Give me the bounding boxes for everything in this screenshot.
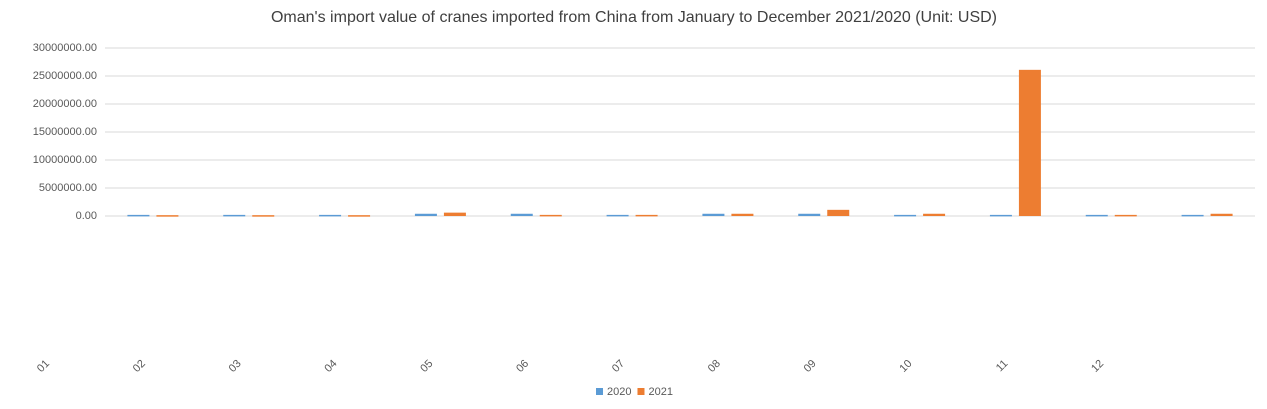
- legend-swatch: [637, 388, 645, 395]
- x-tick-label: 08: [706, 358, 723, 375]
- y-tick-label: 5000000.00: [39, 182, 97, 194]
- bar: [798, 213, 821, 216]
- y-tick-label: 10000000.00: [33, 154, 97, 166]
- x-tick-label: 02: [131, 358, 148, 375]
- bar: [319, 214, 342, 217]
- chart-title: Oman's import value of cranes imported f…: [271, 9, 997, 26]
- x-tick-label: 01: [35, 358, 52, 375]
- bar: [989, 214, 1012, 217]
- x-tick-label: 10: [897, 358, 914, 375]
- bar: [923, 213, 946, 216]
- bar: [1114, 214, 1137, 217]
- bar: [127, 214, 150, 217]
- y-tick-label: 20000000.00: [33, 98, 97, 110]
- bar: [606, 214, 629, 217]
- x-tick-label: 07: [610, 358, 627, 375]
- y-tick-label: 0.00: [76, 210, 97, 222]
- bar: [510, 213, 533, 216]
- bar: [635, 214, 658, 217]
- bar: [1018, 69, 1041, 216]
- legend-label: 2020: [607, 386, 631, 398]
- bar: [731, 213, 754, 216]
- bar: [702, 213, 725, 216]
- bar: [1210, 213, 1233, 216]
- bar: [156, 215, 179, 217]
- x-tick-label: 11: [994, 358, 1011, 375]
- x-tick-label: 06: [514, 358, 531, 375]
- bar: [348, 215, 371, 217]
- bar: [539, 214, 562, 217]
- y-tick-label: 25000000.00: [33, 70, 97, 82]
- x-tick-label: 05: [418, 358, 435, 375]
- y-tick-label: 15000000.00: [33, 126, 97, 138]
- x-tick-label: 03: [227, 358, 244, 375]
- bar: [827, 209, 850, 216]
- x-tick-label: 09: [802, 358, 819, 375]
- bar: [443, 212, 466, 216]
- legend-label: 2021: [648, 386, 672, 398]
- bar: [1181, 214, 1204, 217]
- bar: [414, 213, 437, 216]
- bar: [252, 215, 275, 217]
- x-tick-label: 04: [322, 358, 339, 375]
- bar: [894, 214, 917, 217]
- bar: [1085, 214, 1108, 217]
- y-tick-label: 30000000.00: [33, 42, 97, 54]
- bar: [223, 214, 246, 217]
- x-tick-label: 12: [1089, 358, 1106, 375]
- legend-swatch: [596, 388, 603, 395]
